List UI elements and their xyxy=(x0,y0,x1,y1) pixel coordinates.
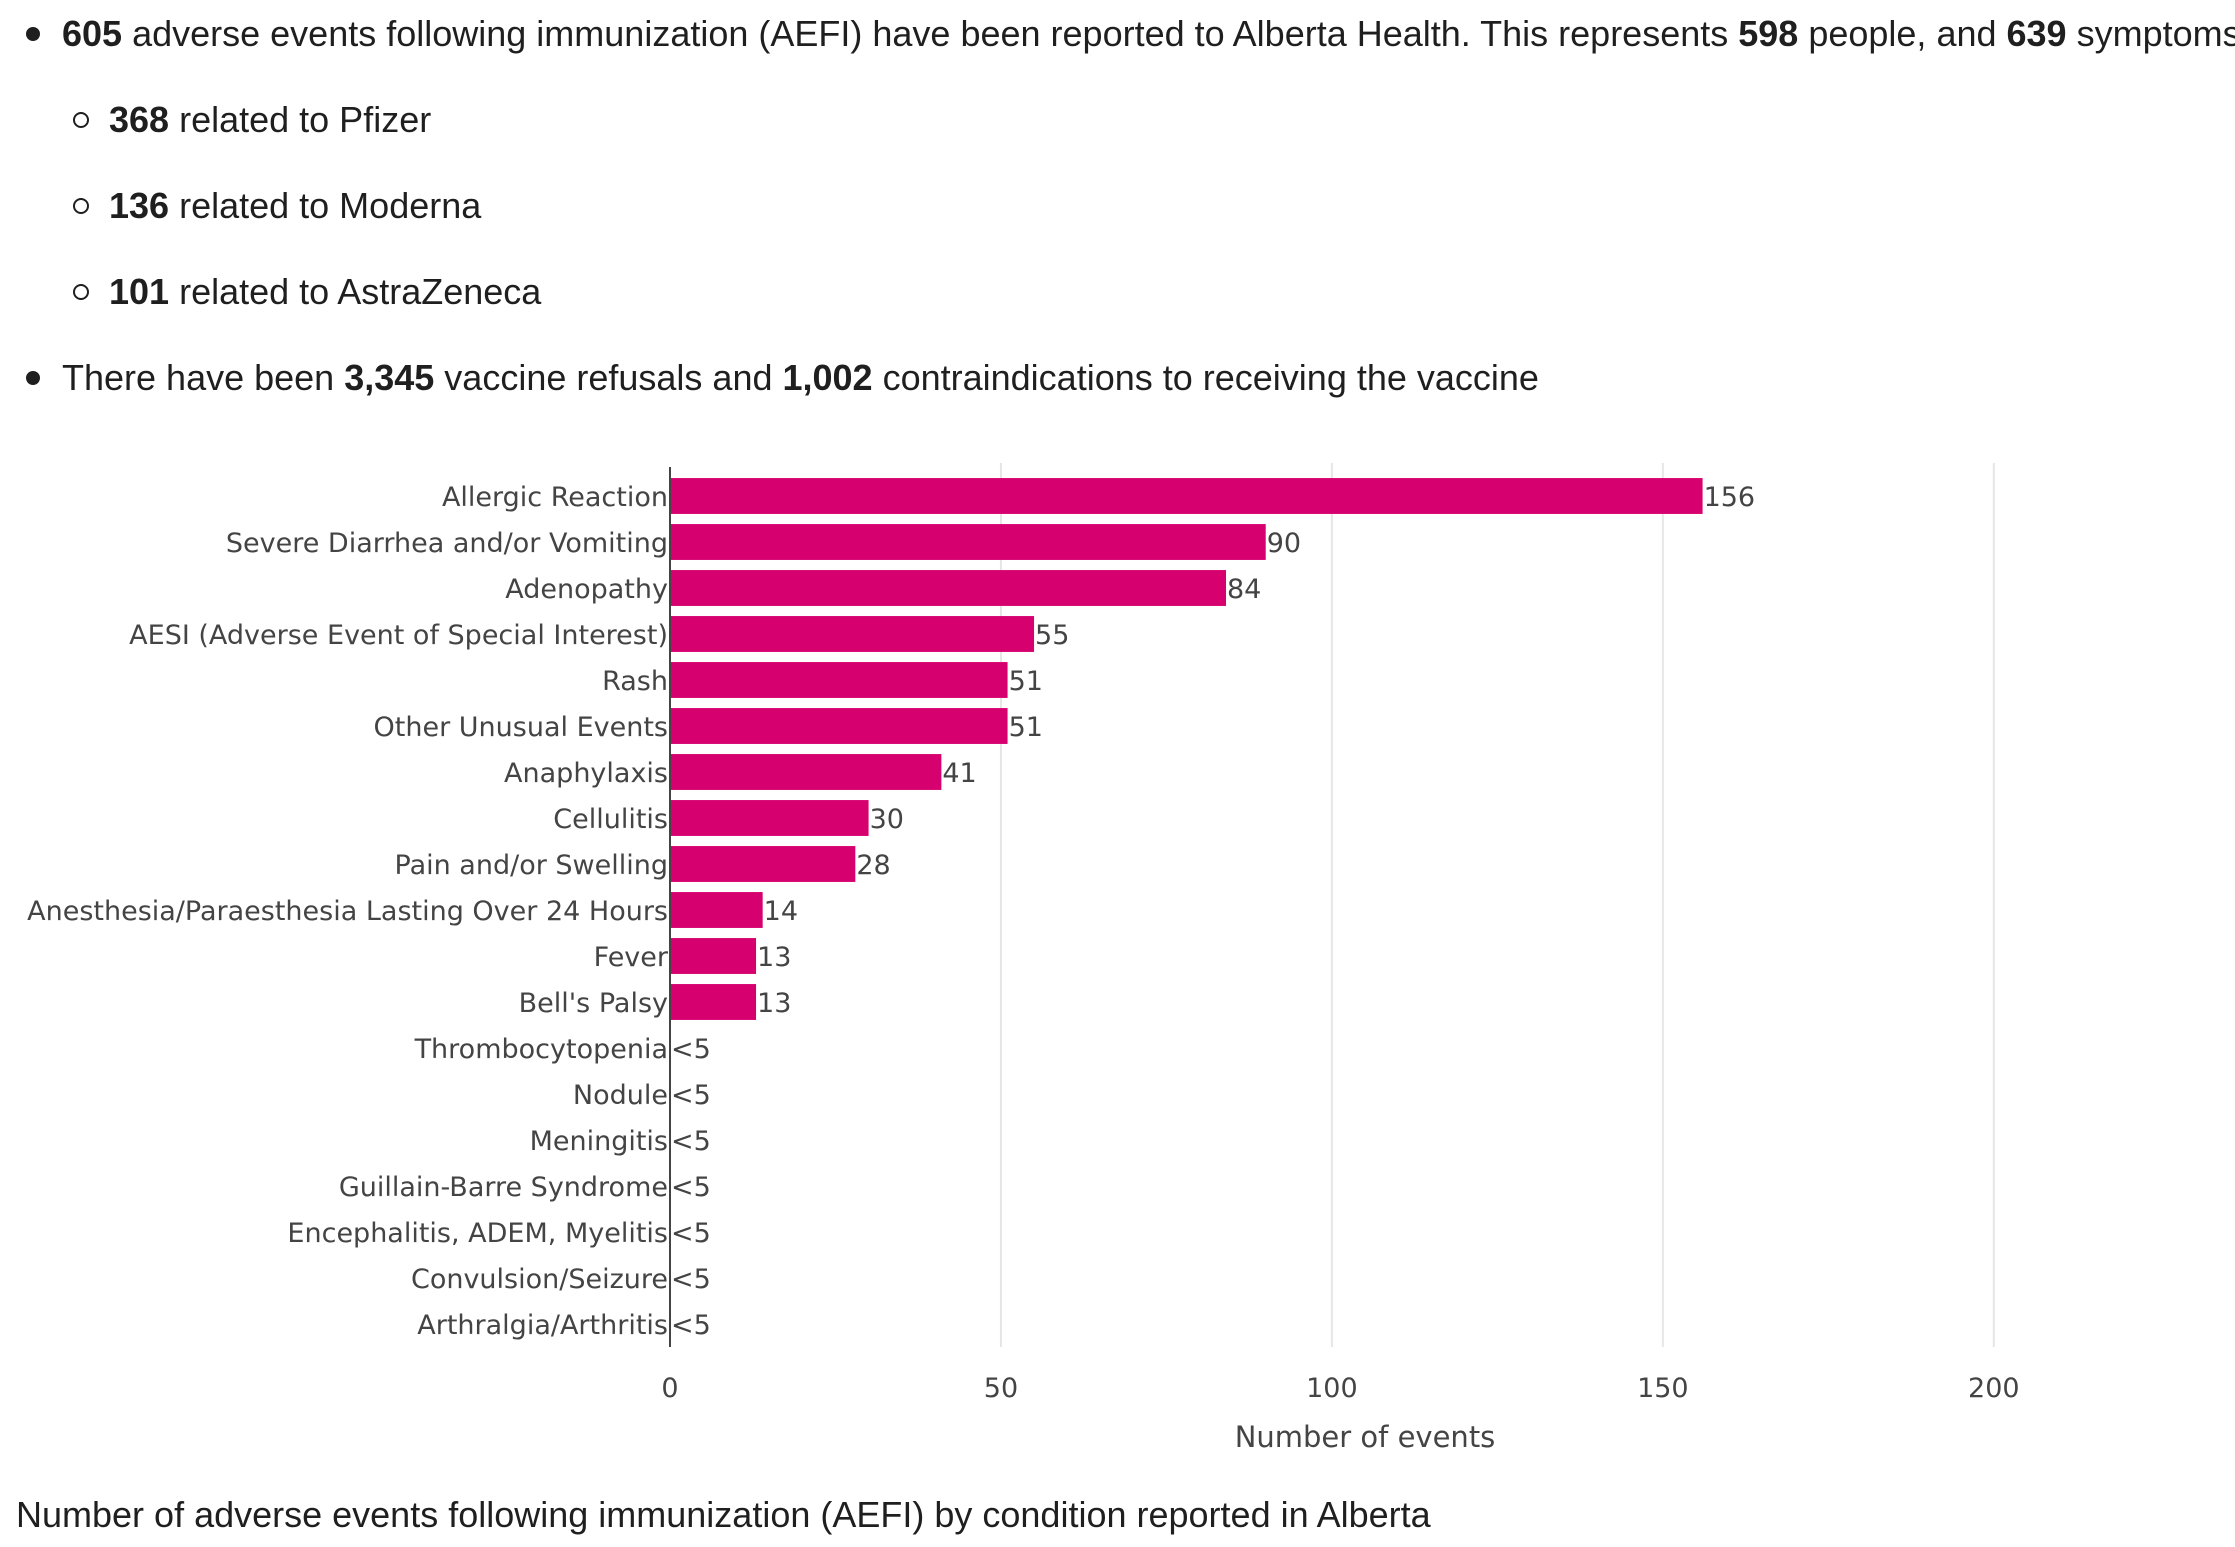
x-tick-label: 150 xyxy=(1637,1373,1689,1404)
category-label: AESI (Adverse Event of Special Interest) xyxy=(129,620,668,651)
x-axis-title: Number of events xyxy=(1235,1420,1496,1454)
category-label: Anesthesia/Paraesthesia Lasting Over 24 … xyxy=(27,896,668,927)
summary-refusals-text: There have been 3,345 vaccine refusals a… xyxy=(62,357,1539,398)
value-label: 51 xyxy=(1009,666,1043,697)
category-label: Convulsion/Seizure xyxy=(411,1264,668,1295)
bullet-circle-icon xyxy=(73,284,89,300)
summary-moderna-text: 136 related to Moderna xyxy=(109,185,482,226)
bullet-circle-icon xyxy=(73,112,89,128)
bar xyxy=(670,708,1008,744)
value-label: 51 xyxy=(1009,712,1043,743)
value-label: <5 xyxy=(671,1172,711,1203)
category-label: Nodule xyxy=(573,1080,668,1111)
value-label: 84 xyxy=(1227,574,1261,605)
category-label: Fever xyxy=(594,942,669,973)
category-label: Bell's Palsy xyxy=(519,988,668,1019)
x-tick-label: 200 xyxy=(1968,1373,2020,1404)
bar xyxy=(670,616,1035,652)
category-label: Other Unusual Events xyxy=(374,712,668,743)
bar xyxy=(670,846,856,882)
category-label: Thrombocytopenia xyxy=(414,1034,668,1065)
category-labels: Allergic Reaction Severe Diarrhea and/or … xyxy=(27,482,669,1341)
bar xyxy=(670,524,1266,560)
category-label: Meningitis xyxy=(530,1126,668,1157)
category-label: Arthralgia/Arthritis xyxy=(417,1310,668,1341)
summary-events-text: 605 adverse events following immunizatio… xyxy=(62,13,2235,54)
bar xyxy=(670,478,1703,514)
bars xyxy=(670,478,1703,1020)
summary-pfizer-text: 368 related to Pfizer xyxy=(109,99,432,140)
category-label: Guillain-Barre Syndrome xyxy=(339,1172,668,1203)
category-label: Allergic Reaction xyxy=(442,482,668,513)
bar xyxy=(670,570,1226,606)
value-label: <5 xyxy=(671,1126,711,1157)
bar xyxy=(670,754,942,790)
category-label: Anaphylaxis xyxy=(504,758,668,789)
x-ticks: 0 50 100 150 200 xyxy=(661,1373,2019,1404)
grid-lines xyxy=(999,463,1995,1347)
value-label: <5 xyxy=(671,1264,711,1295)
chart-caption: Number of adverse events following immun… xyxy=(16,1494,1431,1535)
value-label: 156 xyxy=(1704,482,1756,513)
x-tick-label: 100 xyxy=(1306,1373,1358,1404)
x-tick-label: 50 xyxy=(984,1373,1018,1404)
value-label: 13 xyxy=(757,942,791,973)
value-label: 30 xyxy=(870,804,904,835)
category-label: Adenopathy xyxy=(505,574,668,605)
value-label: <5 xyxy=(671,1080,711,1111)
value-label: 14 xyxy=(764,896,798,927)
bullet-dot-icon xyxy=(26,371,40,385)
summary-astrazeneca-text: 101 related to AstraZeneca xyxy=(109,271,542,312)
value-label: 55 xyxy=(1035,620,1069,651)
value-label: <5 xyxy=(671,1034,711,1065)
category-label: Encephalitis, ADEM, Myelitis xyxy=(287,1218,668,1249)
aefi-bar-chart: Allergic Reaction Severe Diarrhea and/or … xyxy=(27,463,2020,1454)
value-label: 28 xyxy=(856,850,890,881)
value-label: 13 xyxy=(757,988,791,1019)
bar xyxy=(670,938,757,974)
bar xyxy=(670,800,869,836)
value-label: 90 xyxy=(1267,528,1301,559)
bar xyxy=(670,892,763,928)
category-label: Cellulitis xyxy=(553,804,668,835)
x-tick-label: 0 xyxy=(661,1373,678,1404)
bullet-dot-icon xyxy=(26,27,40,41)
bullet-circle-icon xyxy=(73,198,89,214)
category-label: Rash xyxy=(602,666,668,697)
category-label: Pain and/or Swelling xyxy=(395,850,669,881)
bar xyxy=(670,662,1008,698)
value-label: <5 xyxy=(671,1218,711,1249)
value-label: 41 xyxy=(942,758,976,789)
category-label: Severe Diarrhea and/or Vomiting xyxy=(226,528,668,559)
bar xyxy=(670,984,757,1020)
value-label: <5 xyxy=(671,1310,711,1341)
